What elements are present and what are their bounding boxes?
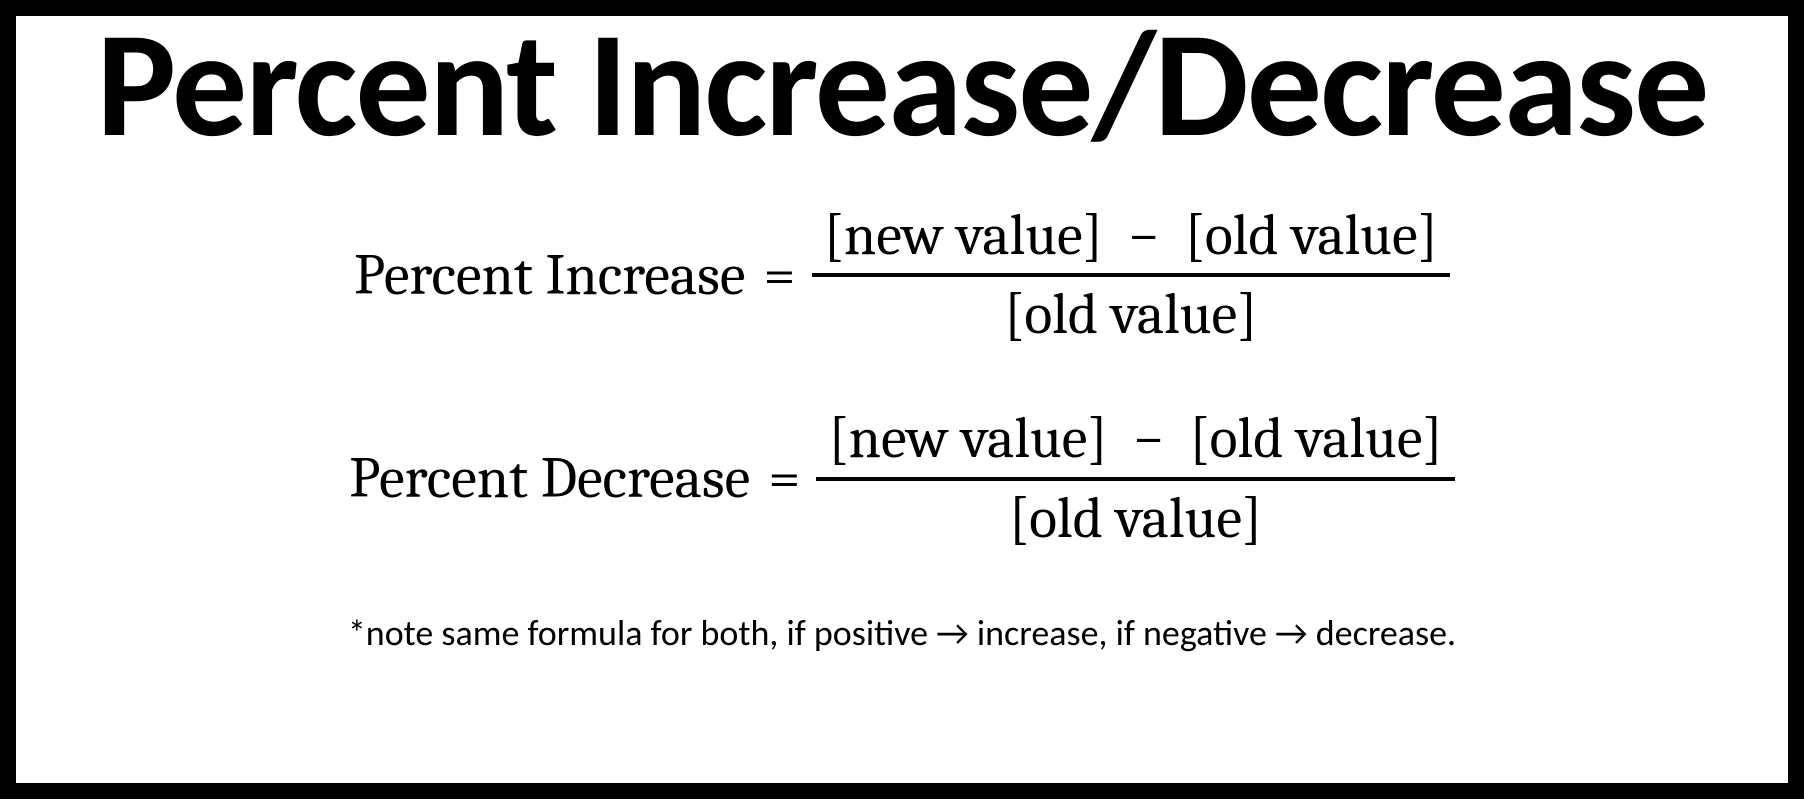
minus-sign: −: [1116, 202, 1172, 269]
fraction-numerator: [new value] − [old value]: [816, 407, 1454, 477]
numerator-left: [new value]: [828, 405, 1107, 472]
slide-title: Percent Increase/Decrease: [16, 6, 1788, 164]
footnote-text: *note same formula for both, if positive…: [348, 611, 1456, 655]
formula-block: Percent Increase = [new value] − [old va…: [349, 204, 1454, 551]
minus-sign: −: [1120, 405, 1176, 472]
fraction: [new value] − [old value] [old value]: [816, 407, 1454, 551]
numerator-right: [old value]: [1189, 405, 1442, 472]
formula-lhs: Percent Decrease: [349, 445, 768, 512]
equals-sign: =: [763, 242, 811, 309]
fraction-denominator: [old value]: [997, 481, 1274, 551]
numerator-right: [old value]: [1185, 202, 1438, 269]
numerator-left: [new value]: [824, 202, 1103, 269]
equals-sign: =: [768, 445, 816, 512]
percent-decrease-formula: Percent Decrease = [new value] − [old va…: [349, 407, 1454, 551]
fraction: [new value] − [old value] [old value]: [812, 204, 1450, 348]
formula-lhs: Percent Increase: [354, 242, 763, 309]
fraction-numerator: [new value] − [old value]: [812, 204, 1450, 274]
fraction-denominator: [old value]: [992, 277, 1269, 347]
slide-card: Percent Increase/Decrease Percent Increa…: [0, 0, 1804, 799]
percent-increase-formula: Percent Increase = [new value] − [old va…: [349, 204, 1454, 348]
